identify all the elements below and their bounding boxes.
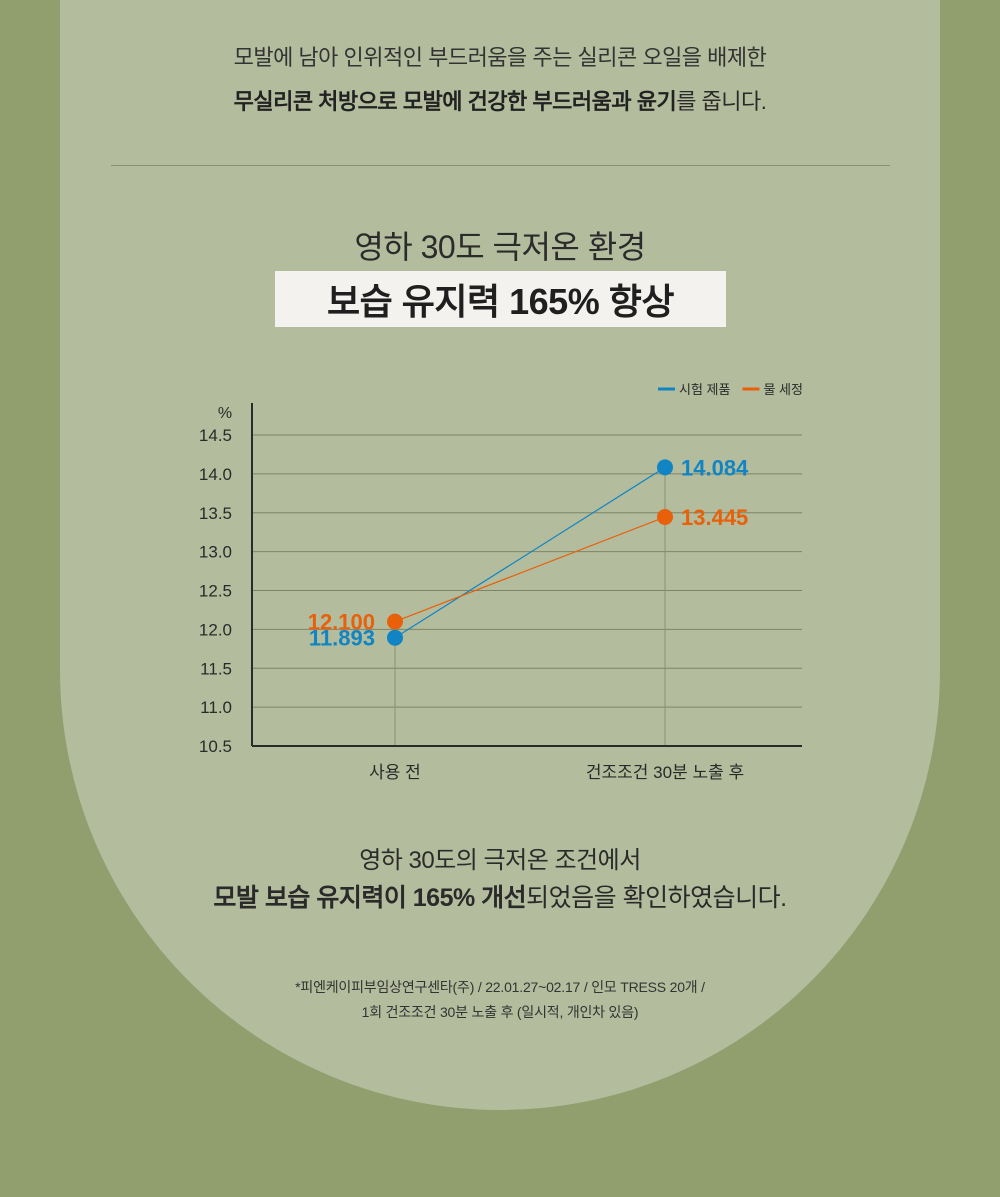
intro-line-1: 모발에 남아 인위적인 부드러움을 주는 실리콘 오일을 배제한 [233,45,767,70]
summary-line-2: 모발 보습 유지력이 165% 개선되었음을 확인하였습니다. [0,878,1000,914]
y-tick-label: 14.5 [199,426,232,445]
y-tick-label: 12.0 [199,620,232,639]
y-tick-label: 11.5 [200,659,232,678]
intro-line-2-rest: 를 줍니다. [676,89,767,114]
y-tick-label: 13.0 [199,543,232,562]
chart-title-box: 보습 유지력 165% 향상 [275,271,726,327]
footnote-line-2: 1회 건조조건 30분 노출 후 (일시적, 개인차 있음) [361,1004,639,1020]
chart-subtitle: 영하 30도 극저온 환경 [354,229,646,265]
data-label: 14.084 [681,455,749,480]
series-line [394,466,666,639]
section-divider [111,165,890,166]
data-point [387,629,403,646]
data-label: 12.100 [308,610,375,635]
data-label: 11.893 [309,626,375,651]
legend-label: 물 세정 [763,382,803,397]
intro-line-2-bold: 무실리콘 처방으로 모발에 건강한 부드러움과 윤기 [233,89,677,114]
y-tick-label: 12.5 [199,582,232,601]
x-category-label: 건조조건 30분 노출 후 [586,763,744,782]
intro-line-2: 무실리콘 처방으로 모발에 건강한 부드러움과 윤기를 줍니다. [0,84,1000,116]
legend-label: 시험 제품 [679,382,730,397]
data-label: 13.445 [681,505,748,530]
y-tick-label: 10.5 [199,737,232,756]
y-tick-label: 14.0 [199,465,232,484]
series-line [394,516,666,623]
y-axis-unit-label: % [218,405,232,422]
data-point [387,613,403,630]
data-point [657,459,673,476]
footnote-line-1: *피엔케이피부임상연구센타(주) / 22.01.27~02.17 / 인모 T… [295,979,705,995]
x-category-label: 사용 전 [369,763,421,782]
summary-line-1: 영하 30도의 극저온 조건에서 [359,847,641,874]
chart-title: 보습 유지력 165% 향상 [327,281,674,322]
summary-line-2-rest: 되었음을 확인하였습니다. [526,884,787,912]
y-tick-label: 13.5 [199,504,232,523]
arch-background [60,0,940,1110]
summary-line-2-bold: 모발 보습 유지력이 165% 개선 [213,884,527,912]
y-tick-label: 11.0 [200,698,232,717]
data-point [657,509,673,526]
